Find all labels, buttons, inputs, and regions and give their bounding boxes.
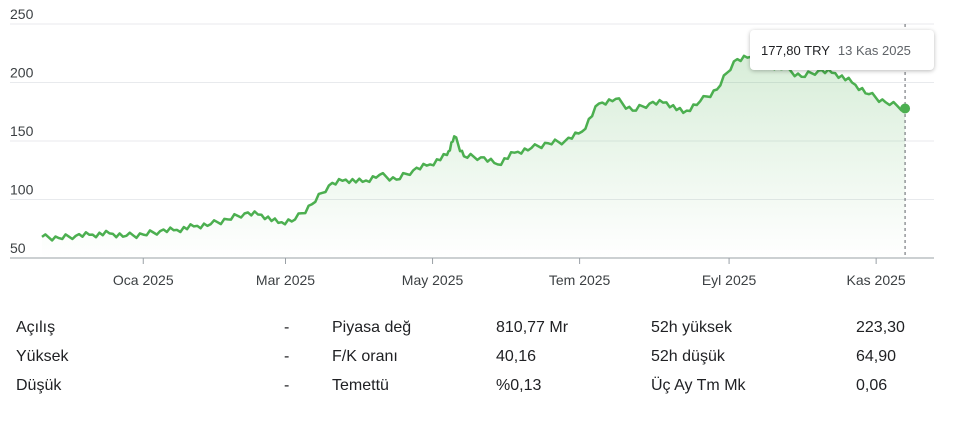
stat-label: 52h düşük <box>651 348 725 365</box>
stats-row: Yüksek - F/K oranı 40,16 52h düşük 64,90 <box>0 344 960 373</box>
stat-label: Yüksek <box>16 348 69 365</box>
x-tick-label: Tem 2025 <box>549 272 611 288</box>
stat-value: - <box>284 377 290 394</box>
stat-value: 0,06 <box>856 377 888 394</box>
x-tick-label: Mar 2025 <box>256 272 315 288</box>
stat-label: 52h yüksek <box>651 319 732 336</box>
price-tooltip: 177,80 TRY 13 Kas 2025 <box>750 30 934 70</box>
x-tick-label: Eyl 2025 <box>702 272 757 288</box>
stat-label: Üç Ay Tm Mk <box>651 377 746 394</box>
y-tick-label: 50 <box>10 240 26 256</box>
stats-row: Açılış - Piyasa değ 810,77 Mr 52h yüksek… <box>0 315 960 344</box>
key-stats-table: Açılış - Piyasa değ 810,77 Mr 52h yüksek… <box>0 315 960 402</box>
tooltip-date: 13 Kas 2025 <box>837 42 911 58</box>
stats-row: Düşük - Temettü %0,13 Üç Ay Tm Mk 0,06 <box>0 373 960 402</box>
x-tick-label: Oca 2025 <box>113 272 174 288</box>
stat-value: - <box>284 348 290 365</box>
price-chart[interactable]: 250 200 150 100 50 Oca 2025 Mar 2025 May 2025 T… <box>0 0 960 300</box>
hover-point <box>900 103 911 114</box>
y-tick-label: 150 <box>10 123 34 139</box>
y-tick-label: 250 <box>10 6 34 22</box>
stat-value: 40,16 <box>496 348 537 365</box>
stat-label: Düşük <box>16 377 62 394</box>
y-tick-label: 100 <box>10 182 34 198</box>
stat-value: %0,13 <box>496 377 542 394</box>
stat-value: 810,77 Mr <box>496 319 569 336</box>
stat-label: F/K oranı <box>332 348 398 365</box>
stat-value: 64,90 <box>856 348 897 365</box>
x-tick-label: Kas 2025 <box>847 272 906 288</box>
stat-label: Temettü <box>332 377 389 394</box>
stat-value: 223,30 <box>856 319 905 336</box>
y-tick-label: 200 <box>10 65 34 81</box>
y-axis: 250 200 150 100 50 <box>10 6 34 256</box>
x-axis: Oca 2025 Mar 2025 May 2025 Tem 2025 Eyl 2025… <box>113 258 906 288</box>
x-tick-label: May 2025 <box>402 272 464 288</box>
stat-label: Piyasa değ <box>332 319 412 336</box>
tooltip-price: 177,80 TRY <box>761 42 830 58</box>
stat-label: Açılış <box>16 319 56 336</box>
stat-value: - <box>284 319 290 336</box>
